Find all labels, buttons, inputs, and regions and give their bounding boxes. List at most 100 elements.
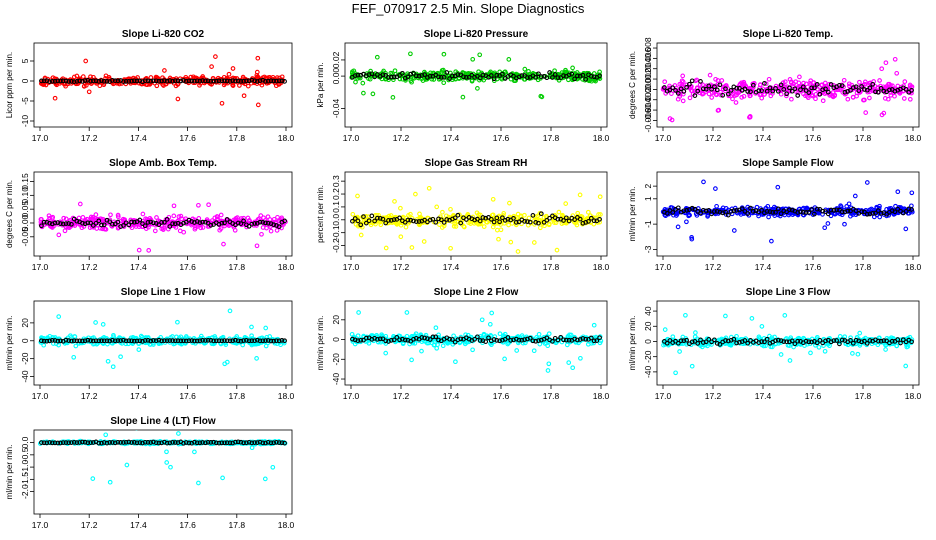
reference-point	[137, 217, 143, 223]
reference-point	[762, 81, 767, 86]
data-point	[877, 78, 882, 83]
data-point	[86, 89, 92, 95]
reference-point	[411, 218, 416, 224]
data-point	[475, 86, 480, 91]
reference-point	[96, 440, 102, 446]
reference-point	[400, 336, 405, 342]
reference-point	[276, 224, 282, 230]
chart-title: Slope Li-820 Temp.	[743, 29, 834, 40]
reference-point	[181, 220, 186, 226]
data-point	[814, 334, 820, 340]
reference-point	[831, 208, 837, 213]
reference-point	[219, 440, 225, 446]
data-point	[813, 91, 819, 97]
reference-point	[706, 208, 712, 213]
reference-point	[355, 338, 361, 343]
reference-point	[770, 210, 776, 215]
chart-title: Slope Line 1 Flow	[121, 287, 206, 298]
reference-point	[773, 209, 778, 215]
data-point	[715, 108, 721, 113]
reference-point	[455, 72, 461, 77]
reference-point	[572, 76, 577, 82]
reference-point	[466, 74, 472, 80]
data-point	[144, 82, 150, 88]
reference-point	[47, 440, 52, 445]
data-point	[254, 243, 260, 249]
data-point	[837, 334, 843, 339]
data-point	[398, 234, 404, 240]
reference-point	[74, 218, 80, 224]
reference-point	[452, 215, 458, 221]
reference-point	[39, 440, 44, 445]
data-point	[279, 425, 283, 429]
reference-point	[809, 207, 814, 212]
reference-point	[77, 78, 82, 84]
data-point	[404, 310, 410, 315]
data-point	[823, 340, 828, 346]
reference-point	[803, 210, 809, 215]
reference-point	[219, 78, 225, 84]
reference-point	[145, 338, 151, 343]
reference-point	[71, 79, 77, 85]
reference-point	[151, 78, 156, 84]
data-point	[823, 83, 829, 89]
reference-point	[756, 88, 762, 93]
data-point	[522, 66, 528, 72]
reference-point	[230, 440, 236, 446]
data-point	[537, 225, 543, 231]
x-tick-label: 17.2	[393, 391, 410, 401]
reference-point	[131, 338, 137, 344]
reference-point	[274, 338, 279, 344]
reference-point	[675, 340, 681, 346]
reference-point	[192, 78, 197, 84]
data-point	[768, 93, 774, 99]
data-point	[861, 97, 866, 103]
reference-point	[148, 78, 154, 84]
data-point	[782, 313, 788, 318]
data-point	[782, 79, 788, 85]
reference-point	[597, 216, 602, 222]
data-point	[46, 213, 52, 219]
plot-frame	[656, 42, 920, 128]
reference-point	[864, 341, 870, 346]
data-point	[126, 76, 132, 82]
reference-point	[121, 440, 126, 445]
data-point	[850, 351, 855, 356]
data-point	[152, 228, 158, 234]
reference-point	[208, 78, 214, 84]
reference-point	[814, 340, 820, 346]
reference-point	[49, 338, 55, 343]
reference-point	[377, 216, 383, 221]
reference-point	[175, 440, 181, 445]
y-tick-label: 0.05	[20, 201, 30, 218]
data-point	[255, 426, 259, 430]
reference-point	[170, 440, 175, 445]
x-tick-label: 17.6	[493, 133, 510, 143]
reference-point	[383, 338, 389, 344]
reference-point	[167, 338, 173, 343]
data-point	[496, 236, 501, 242]
x-tick-label: 17.6	[805, 262, 822, 272]
reference-point	[41, 78, 47, 84]
x-tick-label: 17.4	[130, 262, 147, 272]
data-point	[662, 207, 668, 212]
data-point	[497, 331, 503, 337]
reference-point	[244, 440, 249, 446]
reference-point	[906, 206, 912, 212]
reference-point	[820, 87, 826, 93]
reference-point	[800, 210, 806, 215]
reference-point	[88, 338, 93, 343]
reference-point	[49, 78, 55, 84]
reference-point	[712, 209, 717, 214]
reference-point	[675, 91, 681, 96]
reference-point	[55, 440, 61, 446]
reference-point	[544, 75, 550, 81]
data-point	[556, 209, 562, 215]
data-point	[538, 93, 544, 99]
data-point	[145, 335, 151, 340]
reference-point	[107, 338, 113, 344]
data-point	[662, 327, 668, 332]
data-point	[218, 212, 224, 218]
data-point	[813, 96, 818, 102]
reference-point	[591, 74, 597, 80]
